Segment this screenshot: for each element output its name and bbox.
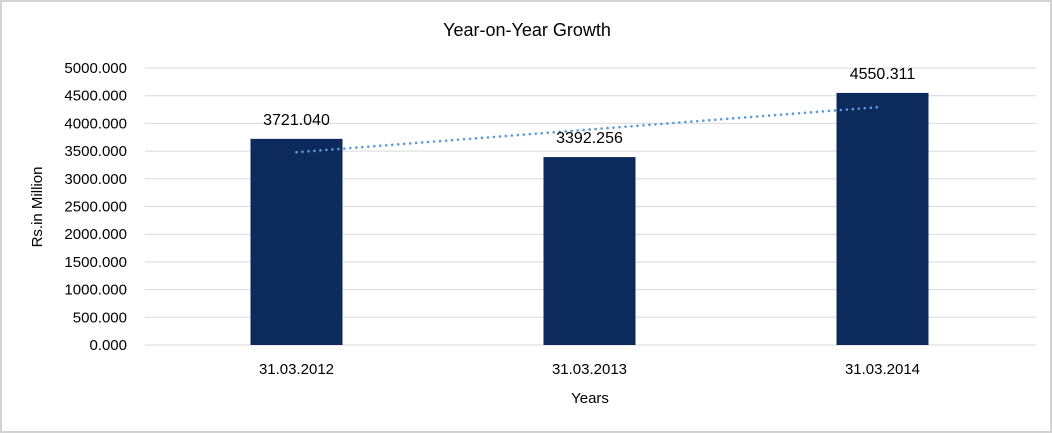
- data-label-31.03.2014: 4550.311: [850, 66, 916, 83]
- y-tick-label: 4000.000: [64, 115, 127, 132]
- data-label-31.03.2012: 3721.040: [263, 112, 330, 129]
- x-tick-label-31.03.2014: 31.03.2014: [845, 361, 920, 378]
- x-tick-label-31.03.2013: 31.03.2013: [552, 361, 627, 378]
- y-tick-label: 2000.000: [64, 226, 127, 243]
- y-tick-label: 1500.000: [64, 254, 127, 271]
- y-tick-label: 4500.000: [64, 88, 127, 105]
- y-axis-title: Rs.in Million: [29, 167, 46, 248]
- y-tick-label: 1000.000: [64, 282, 127, 299]
- x-axis-title: Years: [571, 390, 609, 407]
- y-tick-label: 2500.000: [64, 199, 127, 216]
- trendline: [295, 105, 884, 154]
- x-tick-label-31.03.2012: 31.03.2012: [259, 361, 334, 378]
- plot-area: 0.000 500.000 1000.000 1500.000 2000.000 2500…: [64, 60, 1036, 378]
- bar-31.03.2013: [543, 157, 636, 345]
- bar-31.03.2014: [836, 92, 929, 345]
- y-tick-label: 3000.000: [64, 171, 127, 188]
- y-tick-label: 0.000: [89, 337, 127, 354]
- data-label-31.03.2013: 3392.256: [556, 130, 623, 147]
- y-tick-label: 500.000: [73, 309, 127, 326]
- y-tick-label: 3500.000: [64, 143, 127, 160]
- bar-31.03.2012: [250, 138, 343, 345]
- chart-title: Year-on-Year Growth: [443, 20, 611, 40]
- y-tick-label: 5000.000: [64, 60, 127, 77]
